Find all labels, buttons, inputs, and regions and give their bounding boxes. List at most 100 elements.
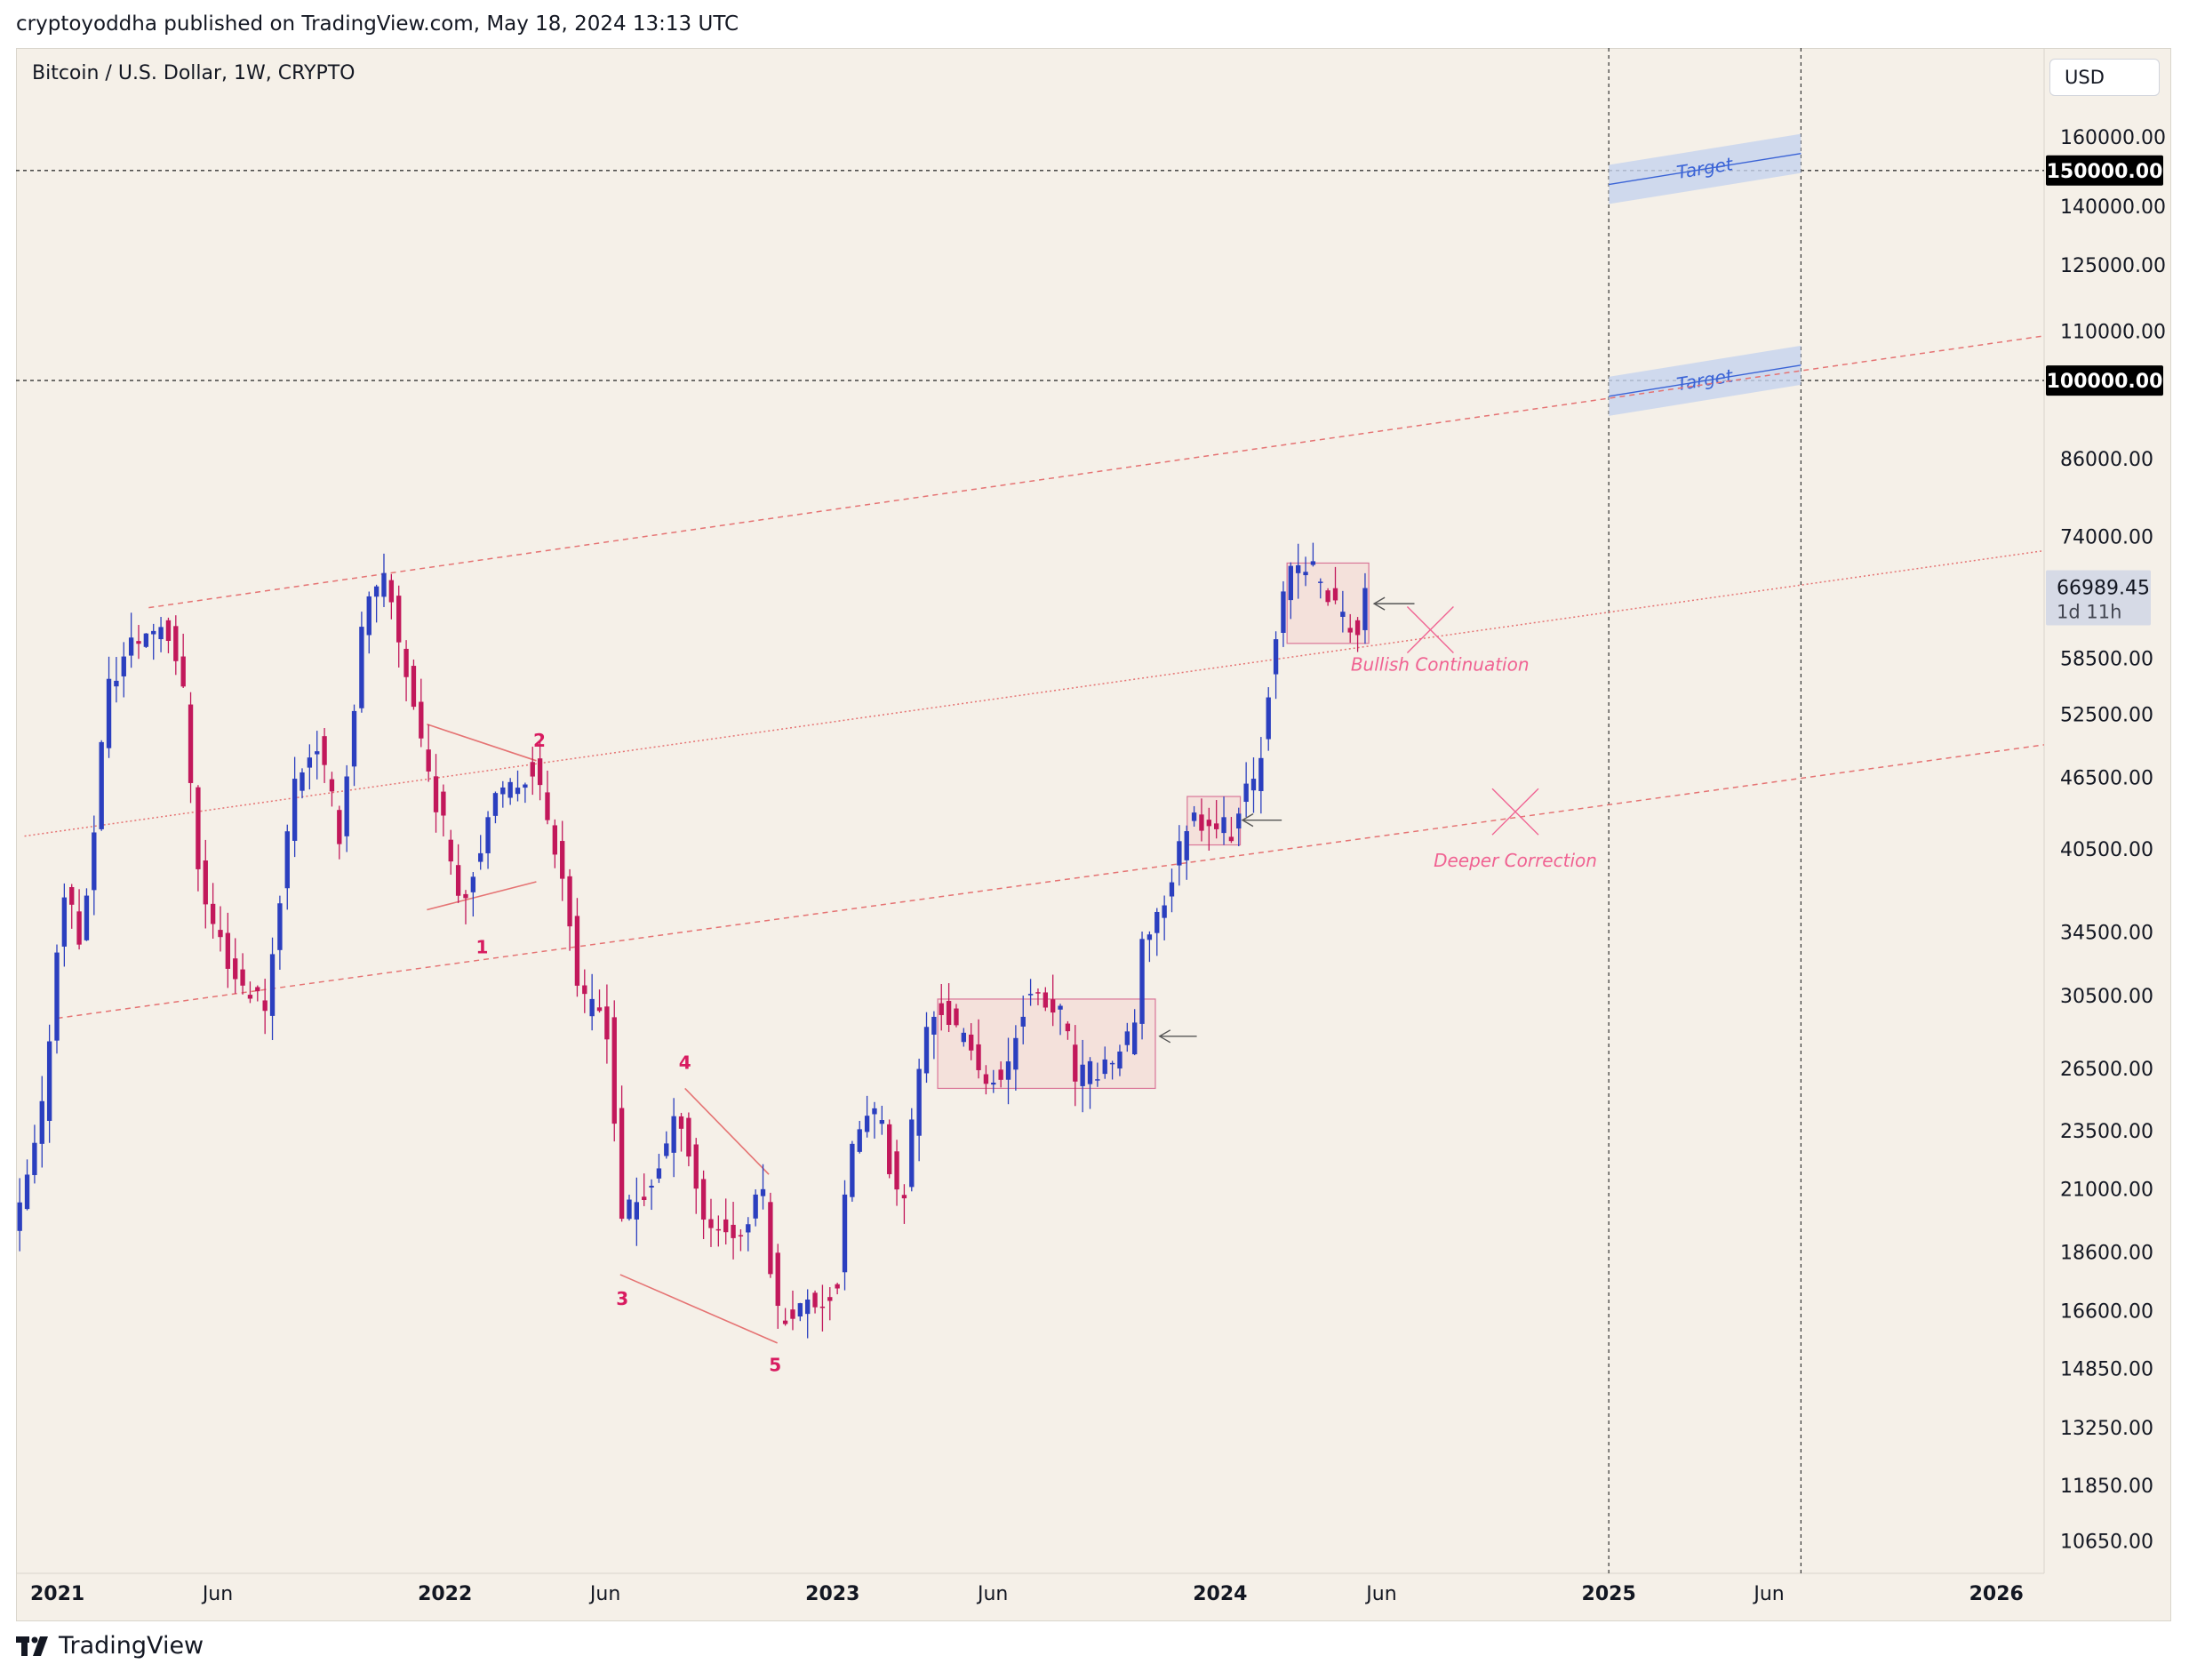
- publisher-header: cryptoyoddha published on TradingView.co…: [16, 12, 739, 36]
- arrow-head: [1158, 1029, 1171, 1044]
- currency-selector[interactable]: USD: [2049, 59, 2160, 96]
- candle-body: [455, 865, 461, 896]
- candle-body: [99, 741, 104, 829]
- candle-body: [106, 678, 112, 748]
- candle-body: [983, 1074, 989, 1084]
- candle-body: [351, 710, 357, 767]
- candle-body: [1043, 992, 1049, 1008]
- y-tick-label: 34500.00: [2060, 922, 2153, 944]
- x-tick-label: 2023: [805, 1583, 859, 1605]
- candle-body: [656, 1168, 662, 1179]
- candle-body: [1087, 1060, 1093, 1084]
- candle-body: [1146, 934, 1153, 940]
- candle-body: [478, 852, 483, 862]
- candle-body: [196, 787, 201, 869]
- annotation-cross: [1406, 606, 1454, 654]
- last-price-label: 66989.45: [2057, 578, 2150, 600]
- y-tick-label: 14850.00: [2060, 1359, 2153, 1381]
- candle-body: [1109, 1062, 1115, 1065]
- wave-label: 1: [476, 936, 489, 957]
- candle-body: [396, 596, 402, 643]
- candle-body: [961, 1032, 967, 1043]
- channel-line: [57, 744, 2044, 1020]
- candle-body: [17, 1202, 22, 1231]
- candle-body: [1184, 831, 1189, 860]
- candle-body: [1228, 836, 1234, 842]
- candle-body: [642, 1196, 647, 1200]
- candle-body: [1362, 588, 1368, 630]
- candle-body: [403, 648, 409, 677]
- candle-body: [1169, 882, 1175, 897]
- x-tick-label: 2026: [1969, 1583, 2024, 1605]
- candle-body: [1065, 1023, 1071, 1032]
- y-tick-label: 10650.00: [2060, 1531, 2153, 1553]
- candle-body: [1073, 1044, 1078, 1082]
- y-tick-label: 110000.00: [2060, 322, 2166, 344]
- candle-body: [203, 860, 208, 905]
- candle-body: [954, 1008, 959, 1026]
- wave-label: 3: [616, 1288, 628, 1309]
- candle-body: [61, 897, 68, 947]
- annotation-label: Deeper Correction: [1434, 850, 1597, 871]
- candle-body: [901, 1195, 907, 1199]
- y-tick-label: 140000.00: [2060, 196, 2166, 219]
- candle-body: [782, 1320, 788, 1324]
- candle-body: [114, 680, 119, 687]
- candle-body: [46, 1041, 52, 1121]
- candle-body: [1266, 697, 1271, 740]
- candle-body: [255, 987, 260, 992]
- y-tick-label: 16600.00: [2060, 1301, 2153, 1324]
- candle-body: [433, 776, 439, 812]
- candle-body: [381, 572, 387, 597]
- y-tick-label: 125000.00: [2060, 255, 2166, 277]
- y-tick-label: 21000.00: [2060, 1180, 2153, 1202]
- candle-body: [307, 757, 313, 768]
- candle-body: [1340, 612, 1346, 617]
- x-tick-label: Jun: [588, 1583, 620, 1605]
- tradingview-logo[interactable]: TradingView: [16, 1632, 204, 1660]
- candle-body: [240, 969, 245, 986]
- candle-body: [448, 839, 453, 862]
- candle-body: [894, 1151, 899, 1190]
- channel-line: [148, 335, 2044, 609]
- candle-body: [1035, 992, 1041, 994]
- candle-body: [1296, 564, 1301, 573]
- candle-body: [1124, 1031, 1130, 1045]
- candle-body: [797, 1303, 803, 1317]
- candle-body: [1354, 620, 1361, 636]
- candle-body: [723, 1219, 729, 1233]
- candle-body: [515, 788, 521, 795]
- candle-body: [1027, 994, 1034, 996]
- candle-body: [545, 792, 550, 820]
- x-tick-label: Jun: [1364, 1583, 1396, 1605]
- y-tick-label: 40500.00: [2060, 839, 2153, 861]
- y-tick-label: 30500.00: [2060, 986, 2153, 1008]
- candle-body: [560, 841, 565, 879]
- candle-body: [344, 776, 349, 836]
- chart-area[interactable]: [16, 48, 2171, 1621]
- candle-body: [54, 952, 60, 1041]
- candle-body: [1191, 812, 1197, 821]
- candle-body: [678, 1116, 684, 1129]
- tradingview-logo-text: TradingView: [59, 1632, 204, 1660]
- channel-line: [24, 549, 2044, 837]
- candle-body: [373, 586, 379, 597]
- wave-line: [684, 1087, 770, 1175]
- candle-body: [574, 916, 580, 986]
- candle-body: [1347, 628, 1353, 633]
- y-tick-label: 26500.00: [2060, 1059, 2153, 1081]
- candle-body: [292, 779, 298, 841]
- candle-body: [1117, 1051, 1122, 1069]
- wave-label: 4: [679, 1052, 691, 1073]
- candle-body: [247, 995, 253, 999]
- candle-body: [715, 1228, 722, 1231]
- wave-line: [427, 881, 537, 911]
- candle-body: [700, 1179, 707, 1220]
- level-price-tag: [2046, 155, 2163, 186]
- candle-body: [582, 985, 587, 995]
- candle-body: [790, 1309, 795, 1319]
- candle-body: [753, 1194, 758, 1219]
- candle-body: [1281, 591, 1286, 633]
